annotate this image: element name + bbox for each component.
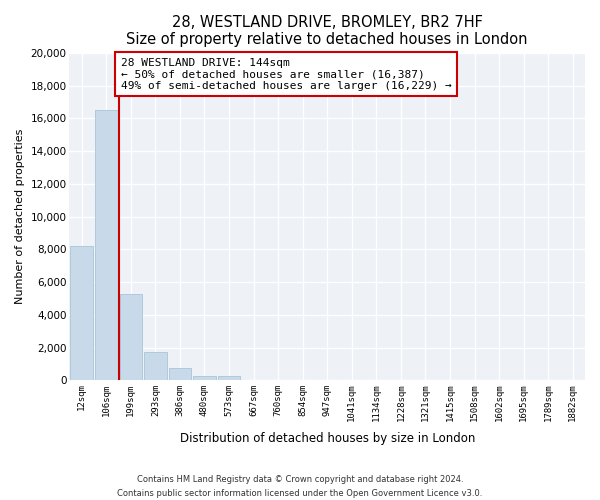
Bar [218, 376, 241, 380]
Bar [119, 294, 142, 380]
Bar [144, 352, 167, 380]
Bar [70, 246, 93, 380]
Y-axis label: Number of detached properties: Number of detached properties [15, 129, 25, 304]
Text: Contains HM Land Registry data © Crown copyright and database right 2024.
Contai: Contains HM Land Registry data © Crown c… [118, 476, 482, 498]
X-axis label: Distribution of detached houses by size in London: Distribution of detached houses by size … [179, 432, 475, 445]
Bar [169, 368, 191, 380]
Bar [193, 376, 216, 380]
Text: 28 WESTLAND DRIVE: 144sqm
← 50% of detached houses are smaller (16,387)
49% of s: 28 WESTLAND DRIVE: 144sqm ← 50% of detac… [121, 58, 452, 91]
Title: 28, WESTLAND DRIVE, BROMLEY, BR2 7HF
Size of property relative to detached house: 28, WESTLAND DRIVE, BROMLEY, BR2 7HF Siz… [127, 15, 528, 48]
Bar [95, 110, 118, 380]
